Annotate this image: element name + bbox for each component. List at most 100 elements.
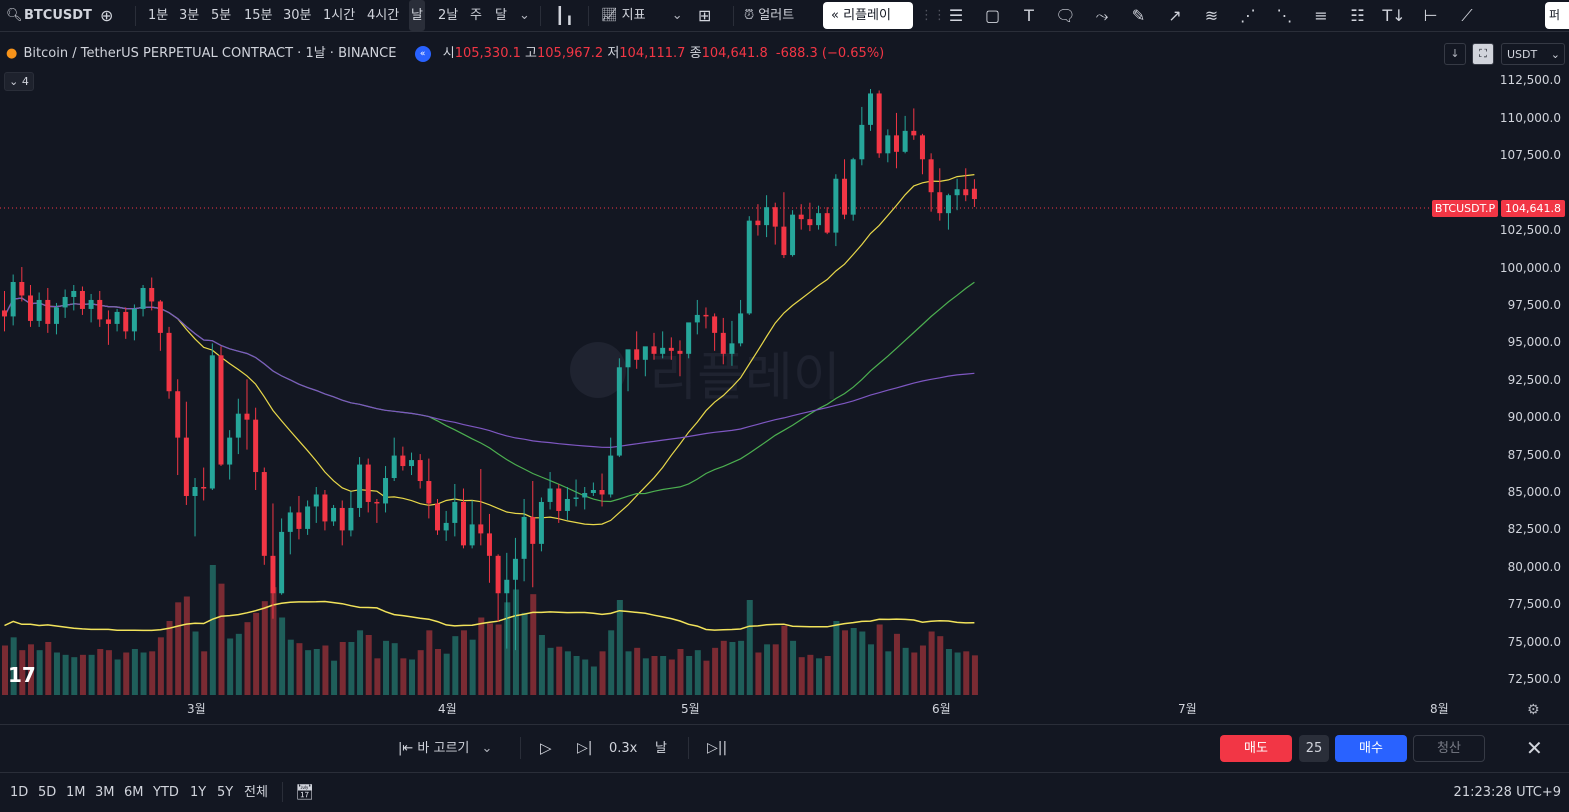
- quantity-field[interactable]: 25: [1299, 735, 1329, 762]
- interval-7[interactable]: 날: [409, 0, 425, 31]
- channel-icon[interactable]: ≋: [1204, 6, 1219, 25]
- candle: [694, 299, 700, 335]
- jump-to-realtime-icon[interactable]: ▷||: [707, 740, 728, 756]
- candle: [383, 466, 389, 513]
- compare-plus-icon[interactable]: ⊕: [100, 6, 114, 25]
- volume-bar: [36, 650, 43, 695]
- symbol-search[interactable]: 🔍︎: [6, 0, 23, 31]
- measure-icon[interactable]: ⊢: [1423, 6, 1438, 25]
- indicators-button[interactable]: 📈︎ 지표 ⌄: [601, 0, 683, 31]
- price-chart[interactable]: 리플레이 17: [0, 0, 1569, 724]
- volume-bar: [322, 645, 329, 695]
- volume-bar: [218, 583, 225, 695]
- speed-button[interactable]: 0.3x: [609, 741, 638, 756]
- candle: [885, 129, 891, 163]
- comment-icon[interactable]: 🗨︎: [1055, 6, 1076, 25]
- candle: [27, 284, 33, 327]
- chevron-down-icon[interactable]: ⌄: [519, 8, 530, 23]
- edge-panel-button[interactable]: 퍼블: [1545, 2, 1569, 29]
- step-forward-icon[interactable]: ▷|: [577, 740, 593, 756]
- interval-8[interactable]: 2날: [438, 8, 459, 23]
- buy-button[interactable]: 매수: [1335, 735, 1407, 762]
- clock-timezone[interactable]: 21:23:28 UTC+9: [1453, 785, 1561, 800]
- candle: [512, 537, 518, 651]
- fib-icon[interactable]: ≡: [1314, 6, 1328, 25]
- alert-button[interactable]: ⏰︎ 얼러트: [744, 0, 794, 31]
- replay-button[interactable]: « 리플레이: [823, 2, 913, 29]
- curve-icon[interactable]: ↗: [1168, 6, 1182, 25]
- elliott-icon[interactable]: ⋱: [1276, 6, 1293, 25]
- volume-bar: [45, 642, 52, 695]
- text-icon[interactable]: T: [1024, 6, 1034, 25]
- range-5[interactable]: YTD: [153, 785, 179, 800]
- horizontal-lines-icon[interactable]: ☰: [948, 6, 964, 25]
- interval-4[interactable]: 30분: [283, 8, 312, 23]
- candle: [625, 349, 631, 392]
- interval-6[interactable]: 4시간: [367, 8, 400, 23]
- bitcoin-logo-icon: ●: [6, 46, 18, 61]
- high-value: 105,967.2: [537, 46, 604, 61]
- select-bar-button[interactable]: |⇤ 바 고르기 ⌄: [398, 725, 492, 772]
- indicators-icon: 📈︎: [601, 8, 618, 23]
- close-icon[interactable]: ✕: [1526, 736, 1543, 760]
- legend-title[interactable]: Bitcoin / TetherUS PERPETUAL CONTRACT · …: [23, 46, 397, 61]
- range-2[interactable]: 1M: [66, 785, 86, 800]
- volume-bar: [738, 640, 745, 695]
- range-3[interactable]: 3M: [95, 785, 115, 800]
- range-0[interactable]: 1D: [10, 785, 29, 800]
- candle: [556, 484, 562, 523]
- play-icon[interactable]: ▷: [540, 739, 552, 757]
- interval-1[interactable]: 3분: [179, 8, 200, 23]
- lock-scale-icon[interactable]: ⛶: [1472, 43, 1494, 65]
- brush-icon[interactable]: ✎: [1131, 6, 1146, 25]
- volume-bar: [668, 659, 675, 695]
- date-range-calendar-icon[interactable]: 📅︎: [295, 783, 315, 801]
- range-1[interactable]: 5D: [38, 785, 57, 800]
- range-6[interactable]: 1Y: [190, 785, 207, 800]
- replay-mode-icon[interactable]: «: [414, 45, 431, 62]
- candle: [833, 174, 839, 247]
- interval-5[interactable]: 1시간: [323, 8, 356, 23]
- range-7[interactable]: 5Y: [217, 785, 234, 800]
- candle-type-icon[interactable]: ┃╻: [555, 6, 575, 25]
- arrow-down-icon[interactable]: ↓: [1444, 43, 1466, 65]
- candle: [642, 346, 648, 377]
- volume-bar: [270, 587, 277, 695]
- indicators-collapse-toggle[interactable]: ⌄ 4: [4, 72, 34, 91]
- top-toolbar: 🔍︎ BTCUSDT ⊕ 1분 3분 5분 15분 30분 1시간 4시간 날 2날 주 달 ⌄ ┃╻…: [0, 0, 1569, 32]
- currency-select[interactable]: USDT ⌄: [1501, 43, 1565, 65]
- volume-bar: [530, 594, 537, 695]
- close-position-button[interactable]: 청산: [1413, 735, 1485, 762]
- candle: [971, 179, 977, 208]
- candle: [911, 108, 917, 140]
- volume-bar: [253, 612, 260, 695]
- rectangle-icon[interactable]: ▢: [984, 6, 1001, 25]
- candle: [954, 178, 960, 211]
- interval-10[interactable]: 달: [495, 8, 507, 23]
- volume-bar: [764, 644, 771, 695]
- trend-icon[interactable]: ⟋: [1461, 6, 1473, 25]
- replay-interval-button[interactable]: 날: [655, 741, 667, 756]
- candle: [88, 293, 94, 323]
- pattern-icon[interactable]: ⋰: [1240, 6, 1256, 25]
- sell-button[interactable]: 매도: [1220, 735, 1292, 762]
- interval-3[interactable]: 15분: [244, 8, 273, 23]
- anchored-text-icon[interactable]: T↓: [1382, 6, 1406, 25]
- interval-0[interactable]: 1분: [148, 8, 169, 23]
- interval-2[interactable]: 5분: [211, 8, 232, 23]
- range-8[interactable]: 전체: [244, 785, 268, 800]
- price-label: 107,500.0: [1499, 148, 1561, 163]
- range-4[interactable]: 6M: [124, 785, 144, 800]
- interval-9[interactable]: 주: [470, 8, 482, 23]
- candle: [772, 202, 778, 245]
- settings-gear-icon[interactable]: ⚙: [1527, 702, 1540, 718]
- layout-grid-icon[interactable]: ⊞: [698, 6, 712, 25]
- drag-handle-icon[interactable]: ⋮⋮: [920, 8, 946, 23]
- price-axis[interactable]: 112,500.0 110,000.0 107,500.0 102,500.0 100,…: [1480, 73, 1569, 724]
- alert-label: 얼러트: [758, 8, 795, 23]
- path-icon[interactable]: ⤳: [1095, 6, 1109, 25]
- symbol-name[interactable]: BTCUSDT: [24, 8, 92, 23]
- tradingview-logo-icon[interactable]: 17: [8, 663, 36, 687]
- volume-bar: [391, 643, 398, 695]
- gann-icon[interactable]: ☷: [1350, 6, 1365, 25]
